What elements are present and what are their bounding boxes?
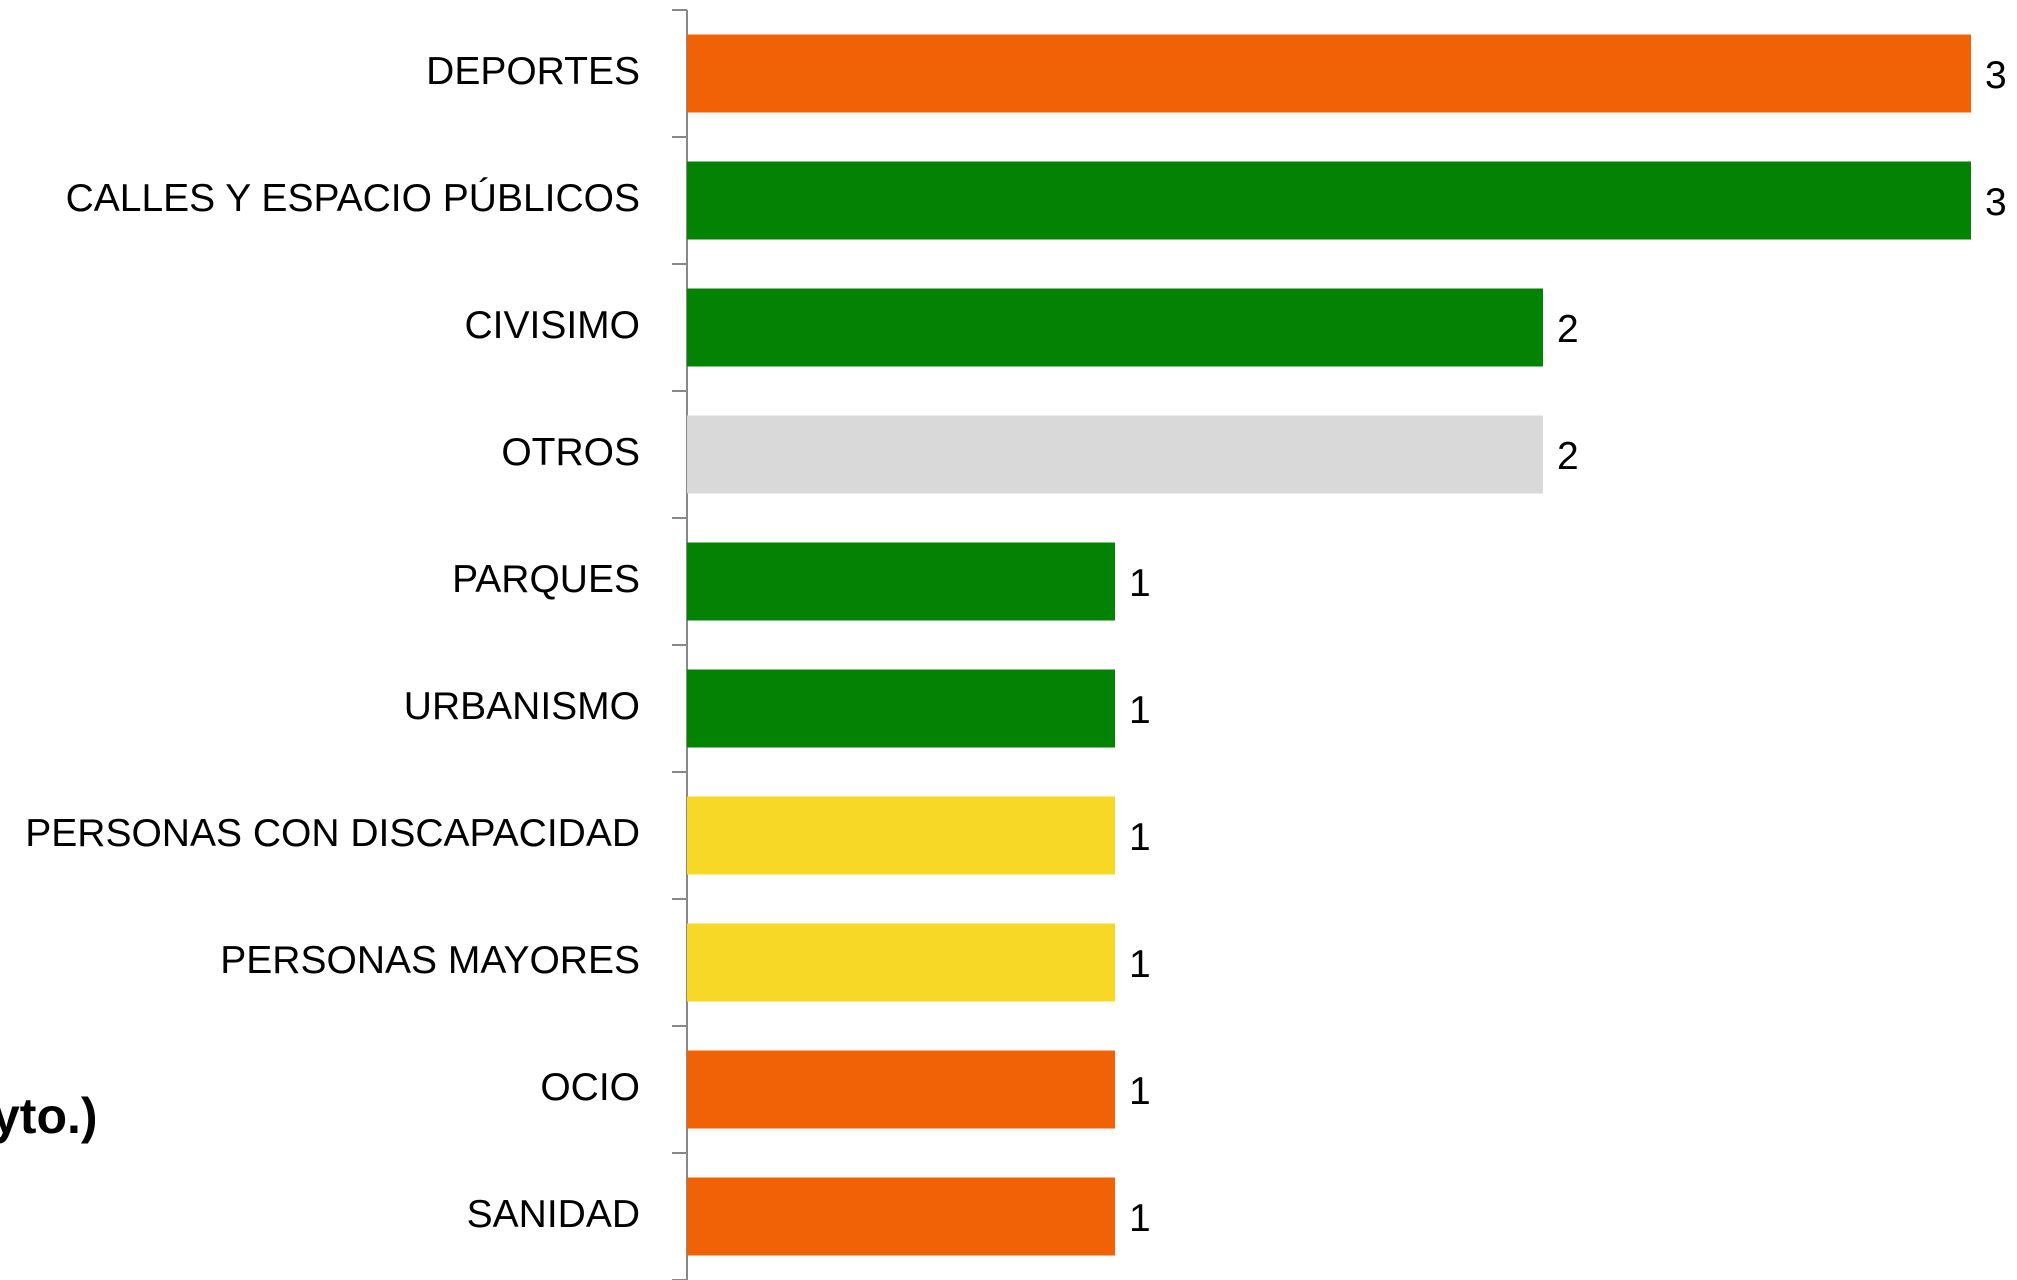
value-label: 3	[1985, 181, 2007, 224]
value-label: 2	[1557, 435, 1579, 478]
category-label: OTROS	[501, 431, 640, 474]
category-label: SANIDAD	[467, 1193, 640, 1236]
category-label: PERSONAS MAYORES	[220, 939, 640, 982]
bar	[687, 669, 1115, 748]
value-label: 3	[1985, 54, 2007, 97]
value-label: 1	[1129, 1070, 1151, 1113]
category-label: OCIO	[540, 1066, 640, 1109]
value-label: 1	[1129, 816, 1151, 859]
bar	[687, 1050, 1115, 1129]
category-label: CALLES Y ESPACIO PÚBLICOS	[66, 177, 640, 220]
category-label: PARQUES	[452, 558, 640, 601]
value-label: 2	[1557, 308, 1579, 351]
bar	[687, 923, 1115, 1002]
category-label: DEPORTES	[426, 50, 640, 93]
bar	[687, 1177, 1115, 1256]
bar	[687, 796, 1115, 875]
category-label: PERSONAS CON DISCAPACIDAD	[25, 812, 640, 855]
bar	[687, 288, 1543, 367]
value-label: 1	[1129, 562, 1151, 605]
bar	[687, 542, 1115, 621]
value-label: 1	[1129, 689, 1151, 732]
annotation: yto.)	[0, 1088, 98, 1144]
bar	[687, 34, 1971, 113]
bar	[687, 415, 1543, 494]
value-label: 1	[1129, 1197, 1151, 1240]
category-label: CIVISIMO	[464, 304, 640, 347]
value-label: 1	[1129, 943, 1151, 986]
category-label: URBANISMO	[404, 685, 640, 728]
bar	[687, 161, 1971, 240]
